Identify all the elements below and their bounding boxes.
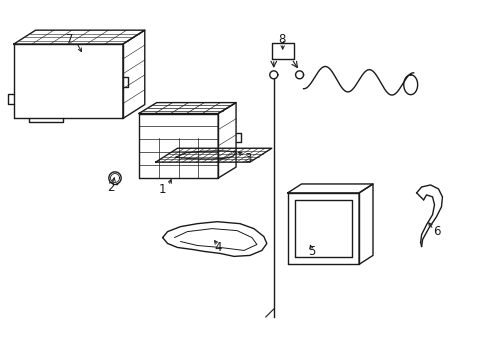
Text: 5: 5 (307, 245, 315, 258)
Text: 3: 3 (244, 152, 251, 165)
Text: 2: 2 (107, 181, 115, 194)
Text: 6: 6 (432, 225, 439, 238)
Text: 8: 8 (278, 33, 285, 46)
Text: 1: 1 (159, 184, 166, 197)
Text: 7: 7 (65, 33, 73, 46)
Text: 4: 4 (214, 241, 222, 254)
